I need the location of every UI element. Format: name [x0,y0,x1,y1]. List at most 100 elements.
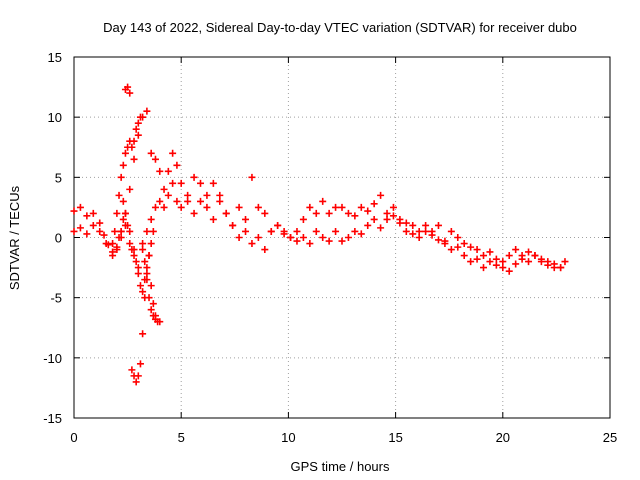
data-point [109,240,117,248]
data-point [338,237,346,245]
data-point [473,246,481,254]
y-tick-label: 0 [55,231,62,246]
data-point [156,318,164,326]
data-point [454,234,462,241]
data-point [132,258,140,266]
data-point [141,276,149,284]
data-point [512,260,520,268]
data-point [113,246,121,254]
data-point [434,236,442,244]
data-point [274,221,282,229]
data-point [312,227,320,235]
data-point [293,227,301,235]
data-point [124,83,132,91]
data-point [70,227,78,235]
data-point [173,161,181,169]
data-point [325,237,333,245]
data-point [139,288,147,296]
data-point [357,230,365,238]
data-point [130,155,138,163]
data-point [160,185,168,193]
data-point [280,230,288,238]
data-point [344,209,352,217]
x-tick-label: 0 [70,430,77,445]
data-point [203,191,211,199]
data-point [332,227,340,235]
data-point [151,203,159,211]
data-point [415,227,423,235]
data-point [139,330,147,338]
data-point [428,231,436,239]
data-point [132,378,140,386]
data-point [441,240,449,248]
data-point [190,173,198,181]
x-axis-label: GPS time / hours [291,459,390,474]
data-point [126,89,134,97]
data-point [126,185,134,193]
data-point [499,258,507,266]
data-point [119,197,127,205]
data-point [389,203,397,211]
data-point [525,248,533,256]
data-point [113,209,121,217]
data-point [402,227,410,235]
data-point [76,224,84,232]
data-point [364,207,372,215]
data-point [100,231,108,239]
data-point [364,221,372,229]
data-point [561,258,569,266]
data-point [299,234,307,241]
data-point [460,252,468,260]
data-point [235,203,243,211]
data-point [209,179,217,187]
data-point [141,258,149,266]
data-point [124,221,132,229]
data-point [147,149,155,157]
data-point [537,258,545,266]
data-point [351,227,359,235]
y-tick-label: -15 [43,411,62,426]
data-point [143,227,151,235]
data-point [147,282,155,290]
x-tick-label: 5 [178,430,185,445]
data-point [480,252,488,260]
data-point [447,246,455,254]
data-point [134,131,142,139]
data-point [531,252,539,260]
data-point [147,215,155,223]
data-point [117,173,125,181]
data-point [143,107,151,115]
data-point [136,360,144,368]
data-point [151,315,159,323]
data-point [370,200,378,208]
data-point [492,261,500,269]
x-tick-label: 20 [496,430,510,445]
data-point [467,258,475,266]
data-point [147,240,155,248]
data-point [96,219,104,227]
data-point [149,227,157,235]
data-point [177,203,185,211]
data-point [160,203,168,211]
y-tick-label: 15 [48,50,62,65]
data-point [434,221,442,229]
data-point [117,227,125,235]
x-tick-label: 10 [281,430,295,445]
data-point [235,234,243,241]
data-point [306,203,314,211]
data-point [156,197,164,205]
data-point [357,203,365,211]
data-point [128,366,136,374]
data-point [216,197,224,205]
data-point [184,197,192,205]
data-point [344,234,352,241]
data-point [173,197,181,205]
data-point [96,227,104,235]
data-point [109,252,117,260]
data-point [229,221,237,229]
data-point [254,203,262,211]
data-point [121,209,129,217]
data-point [169,179,177,187]
data-point [396,219,404,227]
